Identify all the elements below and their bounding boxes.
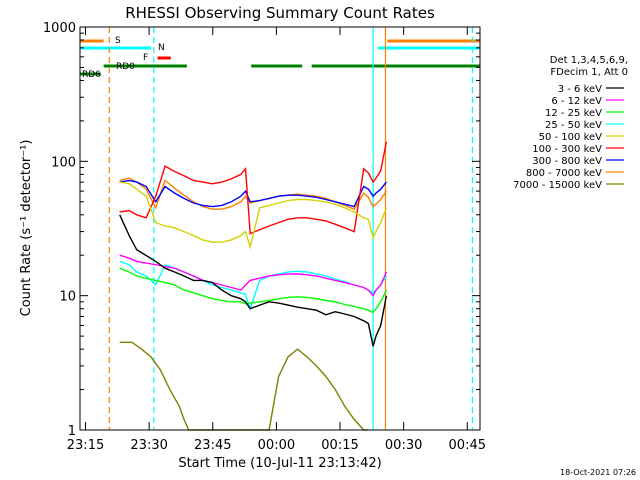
x-tick-label-0: 23:15	[67, 438, 104, 453]
series-line-2	[119, 267, 388, 314]
y-axis-label: Count Rate (s⁻¹ detector⁻¹)	[19, 140, 34, 317]
x-axis-ticks: 23:15 23:30 23:45 00:00 00:15 00:30 00:45	[67, 27, 486, 453]
x-tick-label-5: 00:30	[385, 438, 422, 453]
legend-entry-0: 3 - 6 keV	[558, 84, 602, 95]
chart-title: RHESSI Observing Summary Count Rates	[125, 4, 435, 22]
legend-entry-6: 300 - 800 keV	[532, 156, 602, 167]
flag-label-RD0: RD0	[116, 62, 135, 72]
legend-entry-1: 6 - 12 keV	[551, 96, 602, 107]
legend-entry-2: 12 - 25 keV	[545, 108, 602, 119]
legend-header-1: FDecim 1, Att 0	[550, 67, 628, 78]
legend-entry-3: 25 - 50 keV	[545, 120, 602, 131]
series-line-1	[119, 254, 388, 297]
series-line-8	[119, 341, 369, 431]
legend-header-0: Det 1,3,4,5,6,9,	[550, 55, 628, 66]
series-line-0	[119, 214, 388, 347]
data-series	[119, 141, 388, 431]
flag-label-N: N	[158, 43, 165, 53]
flag-bars: S NF RD0 RD6	[80, 36, 480, 80]
vertical-markers	[108, 27, 474, 430]
plot-frame	[79, 26, 481, 431]
x-tick-label-4: 00:15	[321, 438, 358, 453]
legend-entry-4: 50 - 100 keV	[539, 132, 603, 143]
y-tick-label-1: 10	[59, 290, 76, 305]
x-tick-label-3: 00:00	[258, 438, 295, 453]
series-line-4	[119, 181, 388, 250]
legend-entry-8: 7000 - 15000 keV	[513, 180, 602, 191]
legend: Det 1,3,4,5,6,9,FDecim 1, Att 0 3 - 6 keV…	[513, 55, 628, 191]
y-tick-label-0: 1	[68, 424, 76, 439]
series-line-5	[119, 141, 388, 235]
legend-entry-7: 800 - 7000 keV	[526, 168, 602, 179]
x-tick-label-1: 23:30	[130, 438, 167, 453]
x-tick-label-6: 00:45	[449, 438, 486, 453]
y-axis-ticks: 1 10 100 1000	[43, 21, 480, 439]
legend-entry-5: 100 - 300 keV	[532, 144, 602, 155]
y-tick-label-3: 1000	[43, 21, 76, 36]
flag-label-S: S	[115, 36, 121, 46]
timestamp: 18-Oct-2021 07:26	[560, 468, 636, 477]
flag-label-F: F	[143, 53, 148, 63]
x-axis-label: Start Time (10-Jul-11 23:13:42)	[178, 456, 381, 471]
y-tick-label-2: 100	[51, 155, 76, 170]
x-tick-label-2: 23:45	[194, 438, 231, 453]
flag-label-RD6: RD6	[82, 70, 101, 80]
